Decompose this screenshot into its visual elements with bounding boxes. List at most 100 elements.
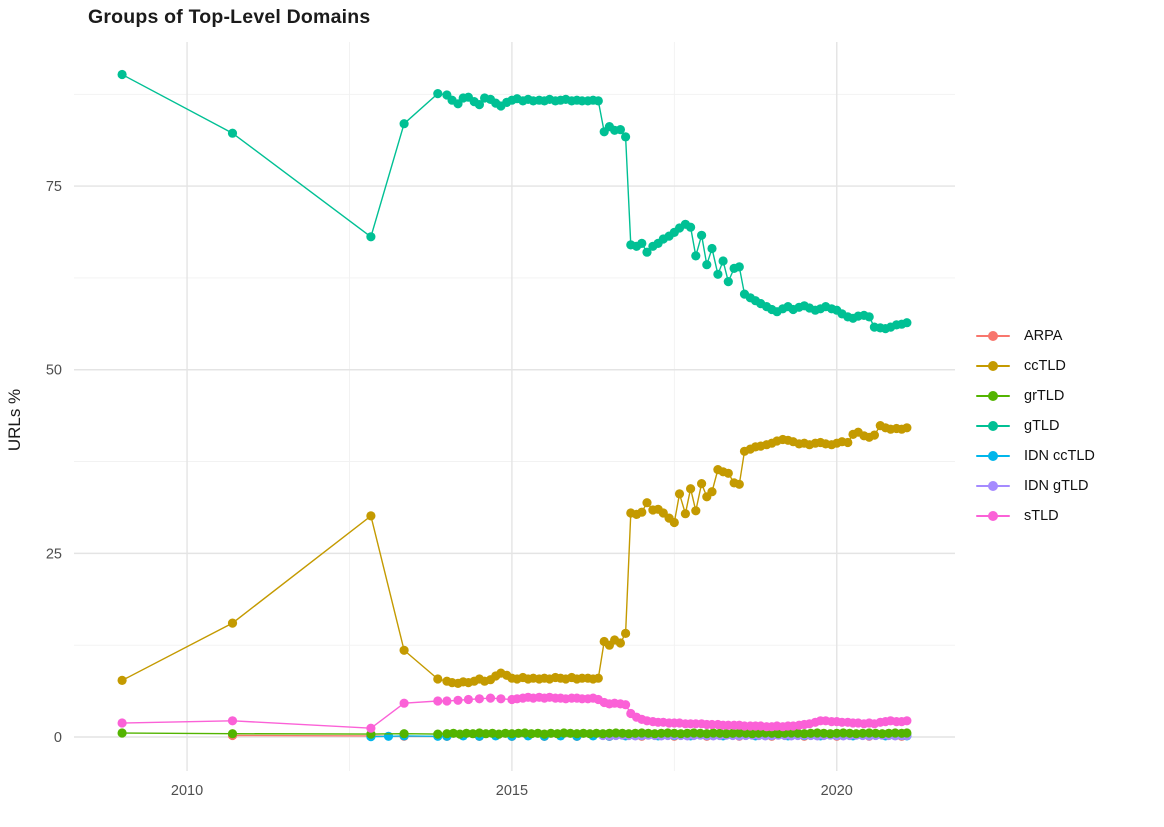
legend-item-gtld: gTLD: [976, 411, 1095, 441]
legend-item-idn-gtld: IDN gTLD: [976, 471, 1095, 501]
data-point: [686, 484, 696, 494]
legend-dot: [988, 421, 998, 431]
legend-key-icon: [976, 480, 1010, 492]
data-point: [578, 728, 589, 738]
legend-key-icon: [976, 450, 1010, 462]
legend-label: grTLD: [1024, 388, 1065, 404]
data-point: [728, 728, 738, 738]
y-tick-label: 75: [46, 179, 62, 195]
data-point: [500, 728, 510, 738]
chart-title: Groups of Top-Level Domains: [88, 6, 371, 28]
data-point: [676, 729, 686, 739]
data-point: [767, 728, 777, 738]
data-point: [572, 729, 582, 739]
data-point: [611, 728, 621, 738]
data-point: [669, 517, 679, 528]
grid-major: [74, 42, 955, 771]
data-point: [812, 728, 822, 738]
data-point: [825, 729, 835, 739]
legend-dot: [988, 511, 998, 521]
legend-key-icon: [976, 330, 1010, 342]
data-point: [902, 716, 912, 726]
data-point: [227, 618, 238, 628]
data-point: [227, 128, 238, 138]
legend-item-stld: sTLD: [976, 501, 1095, 531]
data-point: [593, 96, 603, 106]
data-point: [890, 728, 900, 738]
data-point: [637, 728, 647, 738]
data-point: [117, 675, 127, 686]
data-point: [585, 729, 595, 739]
data-point: [806, 728, 816, 738]
legend-item-idn-cctld: IDN ccTLD: [976, 441, 1095, 471]
data-point: [708, 728, 718, 738]
data-point: [686, 222, 696, 232]
data-point: [227, 729, 238, 739]
data-point: [117, 718, 127, 728]
legend-item-cctld: ccTLD: [976, 351, 1095, 381]
data-point: [526, 729, 537, 739]
data-point: [565, 728, 576, 738]
data-point: [864, 728, 874, 738]
legend-dot: [988, 481, 998, 491]
data-point: [621, 132, 631, 142]
data-point: [718, 256, 728, 266]
data-point: [707, 243, 717, 254]
data-point: [723, 277, 733, 287]
data-point: [642, 247, 652, 257]
legend-key-icon: [976, 390, 1010, 402]
data-point: [637, 507, 647, 517]
data-point: [442, 696, 452, 706]
series-stld: [117, 692, 912, 733]
data-point: [615, 638, 626, 648]
data-point: [877, 729, 887, 739]
data-point: [366, 232, 376, 242]
data-point: [689, 728, 699, 738]
data-point: [715, 728, 725, 738]
series-grtld: [117, 728, 912, 739]
data-point: [227, 716, 238, 726]
data-point: [621, 628, 631, 639]
data-point: [433, 674, 443, 684]
data-point: [117, 728, 127, 738]
data-point: [819, 728, 829, 738]
series-gtld: [117, 69, 912, 334]
data-point: [669, 728, 679, 738]
legend-key-icon: [976, 420, 1010, 432]
data-point: [851, 729, 861, 739]
data-point: [630, 728, 640, 738]
data-point: [680, 509, 691, 519]
data-point: [463, 694, 473, 705]
data-point: [902, 728, 912, 738]
data-point: [682, 728, 692, 738]
data-point: [546, 728, 556, 738]
data-point: [843, 437, 853, 448]
data-point: [496, 694, 506, 704]
grid-minor: [74, 42, 955, 771]
legend: ARPA ccTLD grTLD gTLD IDN ccTLD IDN gTLD sTLD: [976, 321, 1095, 531]
y-axis-title: URLs %: [5, 389, 24, 451]
axis-labels: 0 25 50 75 2010 2015 2020: [46, 179, 853, 799]
data-point: [845, 728, 855, 738]
data-point: [773, 729, 783, 739]
data-point: [474, 694, 484, 704]
series-cctld: [117, 421, 912, 689]
legend-key-icon: [976, 510, 1010, 522]
data-point: [695, 728, 705, 738]
legend-dot: [988, 361, 998, 371]
x-tick-label: 2020: [821, 783, 853, 799]
legend-dot: [988, 451, 998, 461]
data-point: [734, 728, 744, 738]
data-point: [637, 238, 647, 248]
data-point: [871, 728, 881, 738]
x-tick-label: 2010: [171, 783, 203, 799]
legend-label: IDN gTLD: [1024, 478, 1089, 494]
data-point: [902, 423, 912, 433]
data-point: [559, 728, 569, 738]
legend-dot: [988, 331, 998, 341]
data-point: [598, 729, 608, 739]
legend-item-grtld: grTLD: [976, 381, 1095, 411]
data-point: [864, 312, 874, 322]
